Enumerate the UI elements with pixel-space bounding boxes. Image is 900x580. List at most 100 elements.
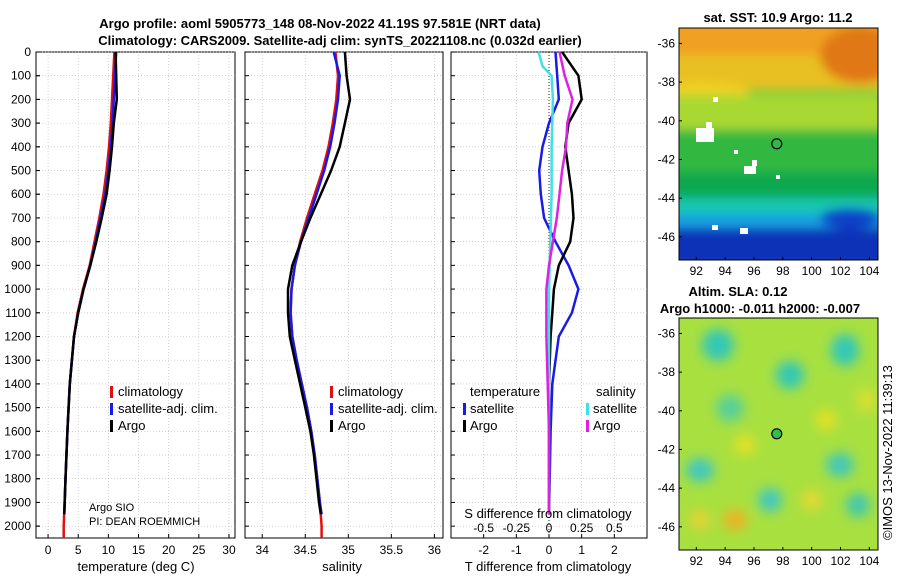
depth-tick-label: 1400 <box>4 377 31 391</box>
x-tick-label: -2 <box>478 543 489 557</box>
depth-tick-label: 1500 <box>4 401 31 415</box>
map-x-tick-label: 98 <box>776 554 790 568</box>
difference-chart: -2 -1 0 1 2 -0.5 -0.25 0 0.25 0.5 <box>451 51 647 557</box>
credit-institution: Argo SIO <box>89 502 135 514</box>
legend-swatch-argo <box>110 420 113 432</box>
map-x-tick-label: 94 <box>718 554 732 568</box>
salinity-chart: 34 34.5 35 35.5 36 <box>245 51 443 557</box>
map-x-tick-label: 104 <box>859 264 879 278</box>
legend-label-s-argo: Argo <box>593 418 620 433</box>
map-x-tick-label: 92 <box>690 554 704 568</box>
sst-map-title: sat. SST: 10.9 Argo: 11.2 <box>703 10 852 25</box>
map-x-tick-label: 100 <box>802 264 822 278</box>
sla-map-title-line2: Argo h1000: -0.011 h2000: -0.007 <box>660 301 860 316</box>
map-x-tick-label: 104 <box>859 554 879 568</box>
depth-tick-label: 200 <box>11 92 31 106</box>
map-x-tick-label: 98 <box>776 264 790 278</box>
x-tick-label: 5 <box>75 543 82 557</box>
legend-swatch-argo <box>330 420 333 432</box>
temperature-legend: climatology satellite-adj. clim. Argo <box>110 384 218 433</box>
depth-tick-label: 1800 <box>4 472 31 486</box>
x-tick-label: 34.5 <box>294 543 318 557</box>
credit-pi: PI: DEAN ROEMMICH <box>89 516 200 528</box>
s-diff-tick-label: 0.25 <box>570 521 594 535</box>
legend-swatch-climatology <box>330 386 333 398</box>
depth-tick-label: 1100 <box>5 306 31 320</box>
s-diff-tick-label: 0.5 <box>606 521 623 535</box>
x-tick-label: 1 <box>578 543 585 557</box>
legend-label-climatology: climatology <box>338 384 404 399</box>
difference-legend: temperature satellite Argo salinity sate… <box>463 384 637 433</box>
map-y-tick-label: -46 <box>658 230 676 244</box>
depth-tick-label: 1900 <box>4 495 31 509</box>
sst-map-image <box>679 28 878 260</box>
s-diff-tick-label: -0.5 <box>473 521 494 535</box>
depth-tick-label: 1000 <box>4 282 31 296</box>
depth-tick-label: 300 <box>11 116 31 130</box>
legend-label-climatology: climatology <box>118 384 184 399</box>
sla-argo-location-marker <box>771 428 783 440</box>
map-y-tick-label: -46 <box>658 520 676 534</box>
map-x-tick-label: 102 <box>830 264 850 278</box>
figure-title-line1: Argo profile: aoml 5905773_148 08-Nov-20… <box>99 16 541 31</box>
depth-tick-label: 1200 <box>4 329 31 343</box>
depth-tick-label: 2000 <box>4 519 31 533</box>
depth-tick-label: 500 <box>11 164 31 178</box>
map-x-tick-label: 102 <box>830 554 850 568</box>
x-tick-label: 0 <box>45 543 52 557</box>
map-y-tick-label: -40 <box>658 404 676 418</box>
map-y-tick-label: -36 <box>658 36 676 50</box>
legend-swatch-satellite <box>110 403 113 415</box>
legend-title-salinity: salinity <box>596 384 636 399</box>
x-tick-label: 10 <box>102 543 116 557</box>
legend-label-t-argo: Argo <box>470 418 497 433</box>
imos-watermark: ©IMOS 13-Nov-2022 11:39:13 <box>880 365 895 540</box>
x-tick-label: 36 <box>428 543 442 557</box>
salinity-xlabel: salinity <box>322 559 362 574</box>
sst-map-axes: 92 94 96 98 100 102 104 -36 -38 -40 -42 -44 -46 <box>658 36 880 278</box>
sla-map-axes: 92 94 96 98 100 102 104 -36 -38 -40 -42 -44 -46 <box>658 326 880 568</box>
x-tick-label: -1 <box>511 543 522 557</box>
series-argo <box>286 51 352 515</box>
legend-label-s-satellite: satellite <box>593 401 637 416</box>
legend-label-argo: Argo <box>118 418 145 433</box>
depth-tick-label: 700 <box>11 211 31 225</box>
legend-label-t-satellite: satellite <box>470 401 514 416</box>
sla-map-frame <box>678 317 879 551</box>
legend-swatch-s-argo <box>586 420 589 432</box>
legend-swatch-t-satellite <box>463 403 466 415</box>
x-tick-label: 20 <box>162 543 176 557</box>
map-y-tick-label: -42 <box>658 152 676 166</box>
depth-tick-label: 1700 <box>4 448 31 462</box>
map-y-tick-label: -38 <box>658 365 676 379</box>
map-y-tick-label: -36 <box>658 326 676 340</box>
series-argo <box>63 51 119 515</box>
map-x-tick-label: 100 <box>802 554 822 568</box>
legend-label-satellite: satellite-adj. clim. <box>118 401 218 416</box>
depth-tick-label: 900 <box>11 258 31 272</box>
map-x-tick-label: 94 <box>718 264 732 278</box>
x-tick-label: 25 <box>192 543 206 557</box>
legend-swatch-climatology <box>110 386 113 398</box>
sla-map-image <box>679 318 878 550</box>
legend-label-argo: Argo <box>338 418 365 433</box>
temperature-xlabel: temperature (deg C) <box>77 559 194 574</box>
x-tick-label: 15 <box>132 543 146 557</box>
x-tick-label: 35 <box>342 543 356 557</box>
map-y-tick-label: -38 <box>658 75 676 89</box>
series-climatology <box>62 51 116 538</box>
x-tick-label: 2 <box>611 543 618 557</box>
legend-label-satellite: satellite-adj. clim. <box>338 401 438 416</box>
s-diff-tick-label: 0 <box>546 521 553 535</box>
x-tick-label: 30 <box>222 543 236 557</box>
difference-xlabel: T difference from climatology <box>465 559 632 574</box>
depth-tick-label: 800 <box>11 235 31 249</box>
depth-tick-label: 400 <box>11 140 31 154</box>
s-diff-tick-label: -0.25 <box>503 521 531 535</box>
map-y-tick-label: -44 <box>658 481 676 495</box>
legend-swatch-t-argo <box>463 420 466 432</box>
depth-axis: 0 100 200 300 400 500 600 700 800 900 1000 1100 1200… <box>4 45 40 533</box>
x-tick-label: 0 <box>546 543 553 557</box>
salinity-legend: climatology satellite-adj. clim. Argo <box>330 384 438 433</box>
